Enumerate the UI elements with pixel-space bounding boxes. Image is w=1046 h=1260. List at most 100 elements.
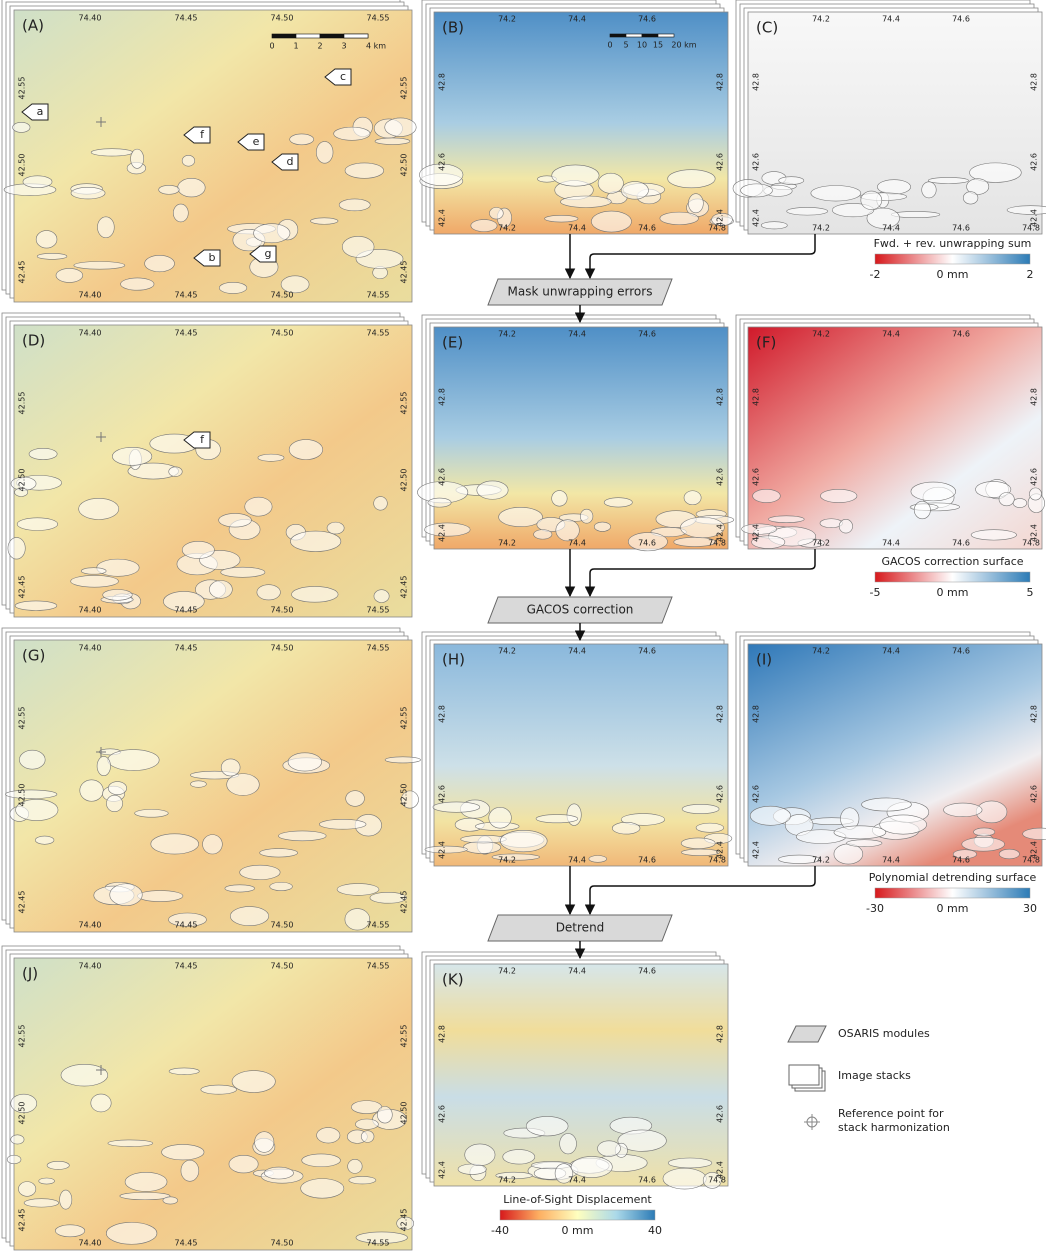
lon-tick-label: 74.50	[271, 291, 294, 300]
glacier-outline	[913, 500, 931, 520]
colorbar-label: 5	[1027, 586, 1034, 599]
panel-label: (B)	[442, 19, 464, 37]
lon-tick-label: 74.8	[708, 1176, 726, 1185]
marker-callout	[21, 103, 49, 121]
glacier-outline	[778, 854, 821, 864]
lon-tick-label: 74.4	[882, 330, 900, 339]
glacier-outline	[288, 439, 324, 460]
lat-tick-label: 42.4	[438, 841, 447, 859]
lat-tick-label: 42.55	[18, 77, 27, 100]
lon-tick-label: 74.40	[79, 921, 102, 930]
scale-bar-segment	[271, 33, 297, 39]
glacier-outline	[291, 586, 339, 603]
marker-callout	[183, 431, 211, 449]
glacier-outline	[344, 162, 384, 179]
colorbar	[499, 1209, 656, 1221]
glacier-outline	[943, 802, 983, 818]
lon-tick-label: 74.50	[271, 606, 294, 615]
glacier-outline	[119, 1192, 171, 1201]
glacier-outline	[97, 216, 115, 239]
glacier-outline	[998, 848, 1020, 860]
module-box	[487, 914, 673, 942]
lon-tick-label: 74.6	[638, 967, 656, 976]
glacier-outline	[345, 790, 365, 807]
glacier-outline	[432, 801, 481, 813]
glacier-outline	[301, 1153, 341, 1168]
lon-tick-label: 74.40	[79, 1239, 102, 1248]
lon-tick-label: 74.2	[498, 330, 516, 339]
colorbar-label: 30	[1023, 902, 1037, 915]
module-label: GACOS correction	[527, 603, 634, 617]
glacier-outline	[491, 853, 540, 861]
glacier-outline	[617, 1129, 667, 1152]
glacier-outline	[533, 529, 553, 540]
lat-tick-label: 42.50	[18, 154, 27, 177]
scale-bar-label: 1	[293, 42, 298, 51]
glacier-outline	[464, 1143, 496, 1166]
glacier-outline	[760, 221, 788, 230]
glacier-outline	[144, 255, 175, 273]
marker-label: a	[37, 105, 44, 118]
arrow	[584, 234, 816, 280]
glacier-outline	[810, 185, 862, 202]
scale-bar-segment	[641, 33, 659, 38]
glacier-outline	[6, 1154, 22, 1165]
lat-tick-label: 42.4	[716, 841, 725, 859]
panel-label: (C)	[756, 19, 778, 37]
glacier-outline	[278, 830, 327, 842]
glacier-outline	[752, 488, 781, 503]
glacier-outline	[879, 814, 927, 835]
glacier-outline	[177, 178, 206, 198]
lon-tick-label: 74.40	[79, 14, 102, 23]
colorbar-title: Line-of-Sight Displacement	[503, 1193, 652, 1206]
glacier-outline	[209, 580, 233, 599]
glacier-outline	[254, 1131, 275, 1153]
glacier-outline	[588, 855, 608, 863]
glacier-outline	[107, 749, 160, 771]
marker-callout	[324, 68, 352, 86]
panel-label: (H)	[442, 651, 465, 669]
lon-tick-label: 74.2	[498, 967, 516, 976]
lon-tick-label: 74.40	[79, 329, 102, 338]
lat-tick-label: 42.6	[752, 153, 761, 171]
lat-tick-label: 42.50	[400, 154, 409, 177]
glacier-outline	[257, 453, 285, 462]
lon-tick-label: 74.55	[367, 329, 390, 338]
colorbar-title: Fwd. + rev. unwrapping sum	[874, 237, 1032, 250]
glacier-outline	[833, 825, 887, 840]
lon-tick-label: 74.50	[271, 921, 294, 930]
glacier-outline	[961, 837, 1005, 852]
glacier-outline	[460, 834, 507, 844]
lon-tick-label: 74.45	[175, 14, 198, 23]
lon-tick-label: 74.6	[638, 15, 656, 24]
glacier-outline	[181, 154, 196, 167]
glacier-outline	[290, 530, 342, 552]
glacier-outline	[14, 600, 58, 611]
glacier-outline	[1006, 205, 1046, 215]
map-image	[747, 11, 1043, 235]
map-image	[433, 643, 729, 867]
lon-tick-label: 74.6	[952, 856, 970, 865]
map-image	[13, 639, 413, 933]
glacier-outline	[310, 217, 339, 225]
scale-bar-label: 4 km	[366, 42, 386, 51]
reference-point	[96, 117, 106, 127]
glacier-outline	[424, 522, 471, 537]
lat-tick-label: 42.6	[438, 153, 447, 171]
glacier-outline	[150, 833, 199, 855]
lon-tick-label: 74.4	[568, 1176, 586, 1185]
lon-tick-label: 74.55	[367, 1239, 390, 1248]
lon-tick-label: 74.2	[498, 539, 516, 548]
lon-tick-label: 74.4	[568, 15, 586, 24]
lon-tick-label: 74.55	[367, 921, 390, 930]
scale-bar-segment	[295, 33, 321, 39]
glacier-outline	[348, 1176, 377, 1185]
glacier-outline	[168, 466, 183, 477]
glacier-outline	[344, 908, 371, 931]
lon-tick-label: 74.40	[79, 962, 102, 971]
lat-tick-label: 42.8	[438, 388, 447, 406]
lat-tick-label: 42.6	[438, 468, 447, 486]
glacier-outline	[5, 789, 58, 799]
lon-tick-label: 74.4	[568, 330, 586, 339]
